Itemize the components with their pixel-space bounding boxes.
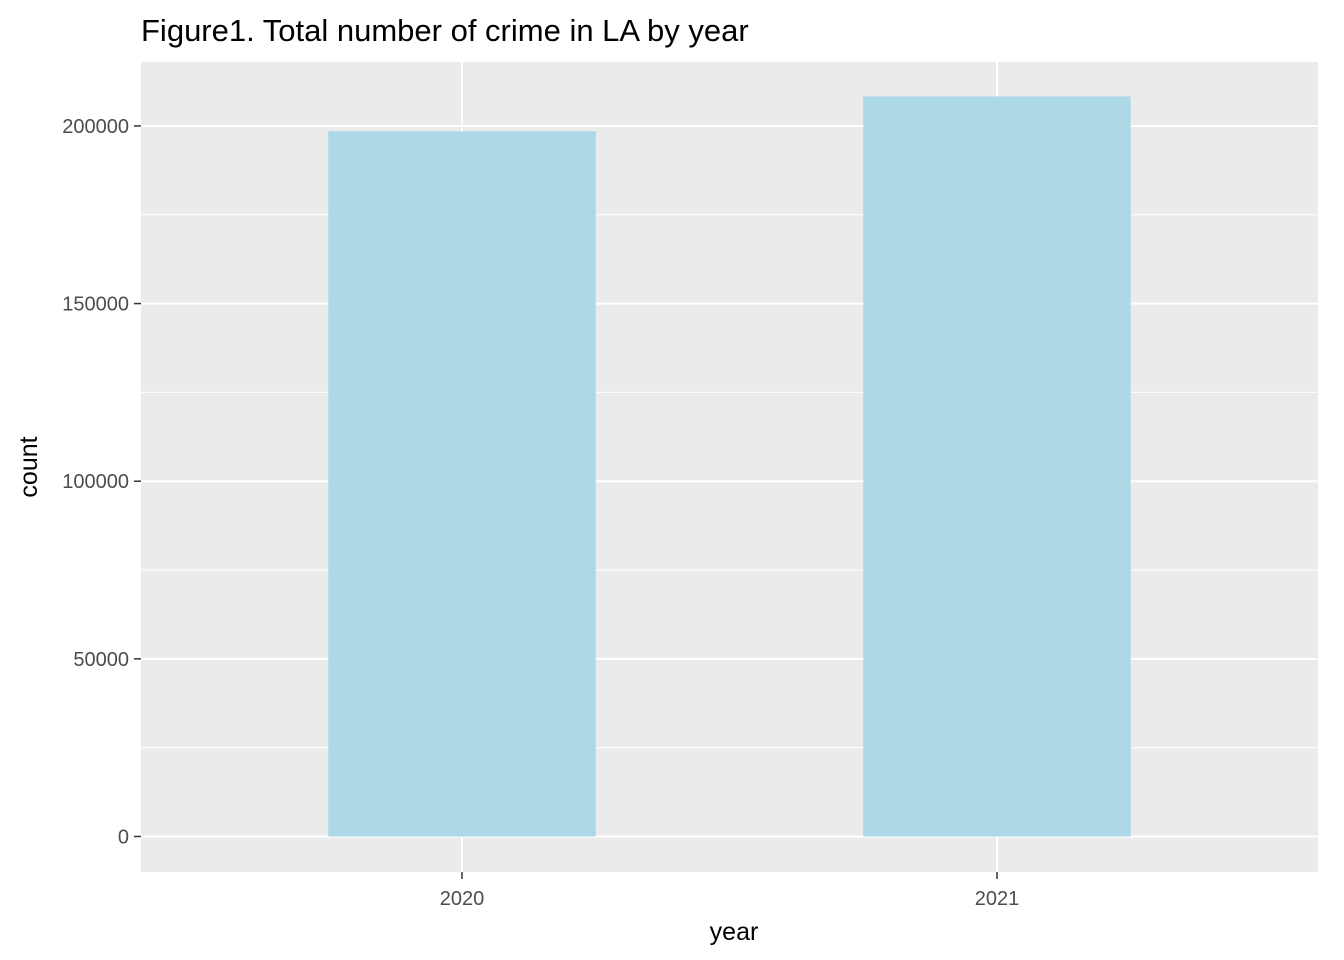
y-axis-title: count <box>15 436 43 497</box>
y-tick-label: 100000 <box>62 471 129 493</box>
x-axis: 2020 2021 <box>440 872 1020 910</box>
y-axis: 0 50000 100000 150000 200000 <box>62 116 141 848</box>
y-tick-label: 150000 <box>62 294 129 316</box>
x-tick-label: 2020 <box>440 888 485 910</box>
x-tick-label: 2021 <box>975 888 1020 910</box>
y-tick-label: 0 <box>118 826 129 848</box>
bar-2020 <box>328 131 596 837</box>
y-tick-label: 50000 <box>73 649 129 671</box>
bar-2021 <box>863 96 1131 837</box>
x-axis-title: year <box>710 918 759 946</box>
bars-group <box>328 96 1131 837</box>
plot-panel-background <box>141 62 1318 872</box>
y-tick-label: 200000 <box>62 116 129 138</box>
chart-title: Figure1. Total number of crime in LA by … <box>141 13 749 48</box>
